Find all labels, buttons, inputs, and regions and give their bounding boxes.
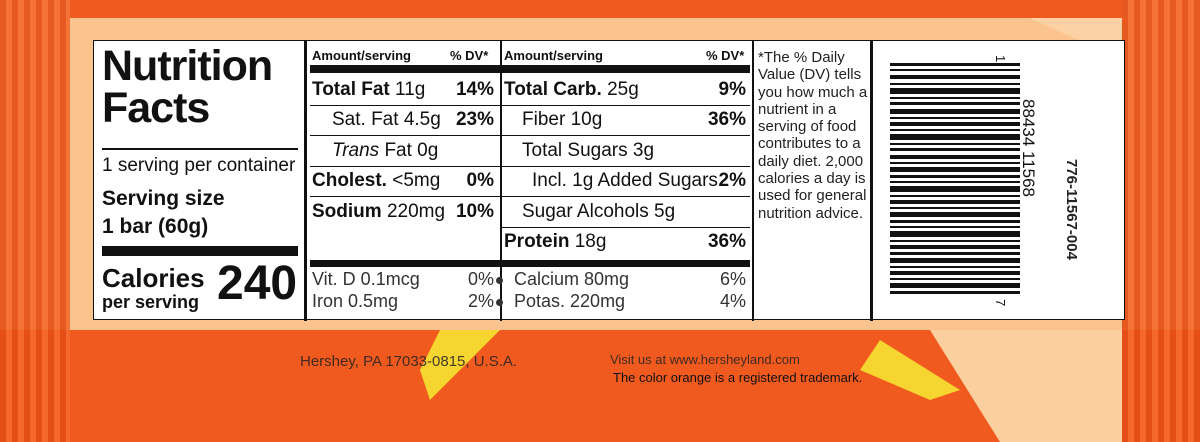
nutrient-dv: 0% (466, 170, 494, 191)
calories-sub: per serving (102, 292, 200, 312)
barcode-panel: 1 88434 11568 7 776-11567-004 (870, 41, 1126, 321)
divider-thick (310, 65, 500, 73)
mineral-dv: 6% (719, 269, 746, 289)
nutrient-row: Incl. 1g Added Sugars (532, 170, 718, 191)
package-crimp-right (1122, 0, 1200, 442)
nutrient-row: Sodium 220mg (312, 201, 446, 222)
nutrient-dv: 9% (718, 79, 746, 100)
calories-label: Calories (102, 263, 205, 293)
upc-digits: 88434 11568 (1019, 99, 1038, 198)
package-top-band (70, 0, 1122, 18)
nf-title-line2: Facts (102, 84, 210, 132)
divider (500, 135, 750, 136)
header-amount: Amount/serving (312, 48, 411, 63)
barcode-icon (890, 63, 1020, 294)
servings-per-container: 1 serving per container (102, 155, 296, 176)
nutrient-dv: 14% (455, 79, 494, 100)
website-text: Visit us at www.hersheyland.com (610, 352, 800, 367)
dv-footnote-column: *The % Daily Value (DV) tells you how mu… (752, 41, 873, 321)
nutrient-row: Total Sugars 3g (522, 140, 655, 161)
nutrient-row: Cholest. <5mg (312, 170, 441, 191)
product-code: 776-11567-004 (1063, 159, 1080, 260)
divider (310, 105, 500, 106)
header-dv: % DV* (706, 48, 745, 63)
upc-digit: 7 (993, 299, 1008, 307)
nutrient-row: Total Carb. 25g (504, 79, 639, 100)
mineral-row: Calcium 80mg (514, 269, 630, 289)
bullet-icon (496, 299, 503, 306)
nutrient-row: Sat. Fat 4.5g (332, 109, 441, 130)
nf-title: Nutrition Facts (102, 42, 273, 132)
divider (102, 148, 298, 150)
nf-summary-column: Nutrition Facts 1 serving per container … (94, 41, 307, 321)
divider (500, 166, 750, 167)
serving-size-label: Serving size (102, 187, 225, 210)
header-amount: Amount/serving (504, 48, 603, 63)
package-bottom-band-left (0, 330, 440, 442)
nutrient-row: Protein 18g (504, 231, 607, 252)
upc-digit: 1 (993, 55, 1008, 63)
mineral-dv: 0% (467, 269, 494, 289)
nutrient-dv: 36% (707, 109, 746, 130)
nutrient-dv: 10% (455, 201, 494, 222)
divider (500, 105, 750, 106)
nutrient-dv: 36% (707, 231, 746, 252)
bullet-icon (496, 277, 503, 284)
nutrient-dv: 2% (718, 170, 746, 191)
nutrient-row: Trans Fat 0g (332, 140, 439, 161)
manufacturer-address: Hershey, PA 17033-0815, U.S.A. (300, 353, 518, 370)
nutrition-facts-panel: Nutrition Facts 1 serving per container … (93, 40, 1126, 321)
divider (310, 166, 500, 167)
divider (310, 135, 500, 136)
divider-thick (102, 246, 298, 256)
mineral-row: Potas. 220mg (514, 291, 626, 311)
nf-left-nutrients: Amount/serving % DV* Total Fat 11g 14% S… (304, 41, 502, 321)
nf-title-line1: Nutrition (102, 42, 273, 90)
trademark-text: The color orange is a registered tradema… (613, 370, 863, 385)
nutrient-dv: 23% (455, 109, 494, 130)
divider (310, 196, 500, 197)
mineral-dv: 4% (719, 291, 746, 311)
mineral-row: Vit. D 0.1mcg (312, 269, 420, 289)
divider-thick (310, 260, 500, 267)
mineral-dv: 2% (467, 291, 494, 311)
header-dv: % DV* (450, 48, 489, 63)
serving-size-value: 1 bar (60g) (102, 215, 209, 238)
package-crimp-left (0, 0, 70, 442)
dv-footnote: *The % Daily Value (DV) tells you how mu… (758, 49, 868, 222)
nutrient-row: Total Fat 11g (312, 79, 426, 100)
divider (500, 227, 750, 228)
divider-thick (500, 65, 750, 73)
divider-thick (500, 260, 750, 267)
nutrient-row: Fiber 10g (522, 109, 603, 130)
nutrient-row: Sugar Alcohols 5g (522, 201, 676, 222)
divider (500, 196, 750, 197)
nf-right-nutrients: Amount/serving % DV* Total Carb. 25g 9% … (496, 41, 754, 321)
calories-value: 240 (217, 257, 298, 310)
mineral-row: Iron 0.5mg (312, 291, 399, 311)
